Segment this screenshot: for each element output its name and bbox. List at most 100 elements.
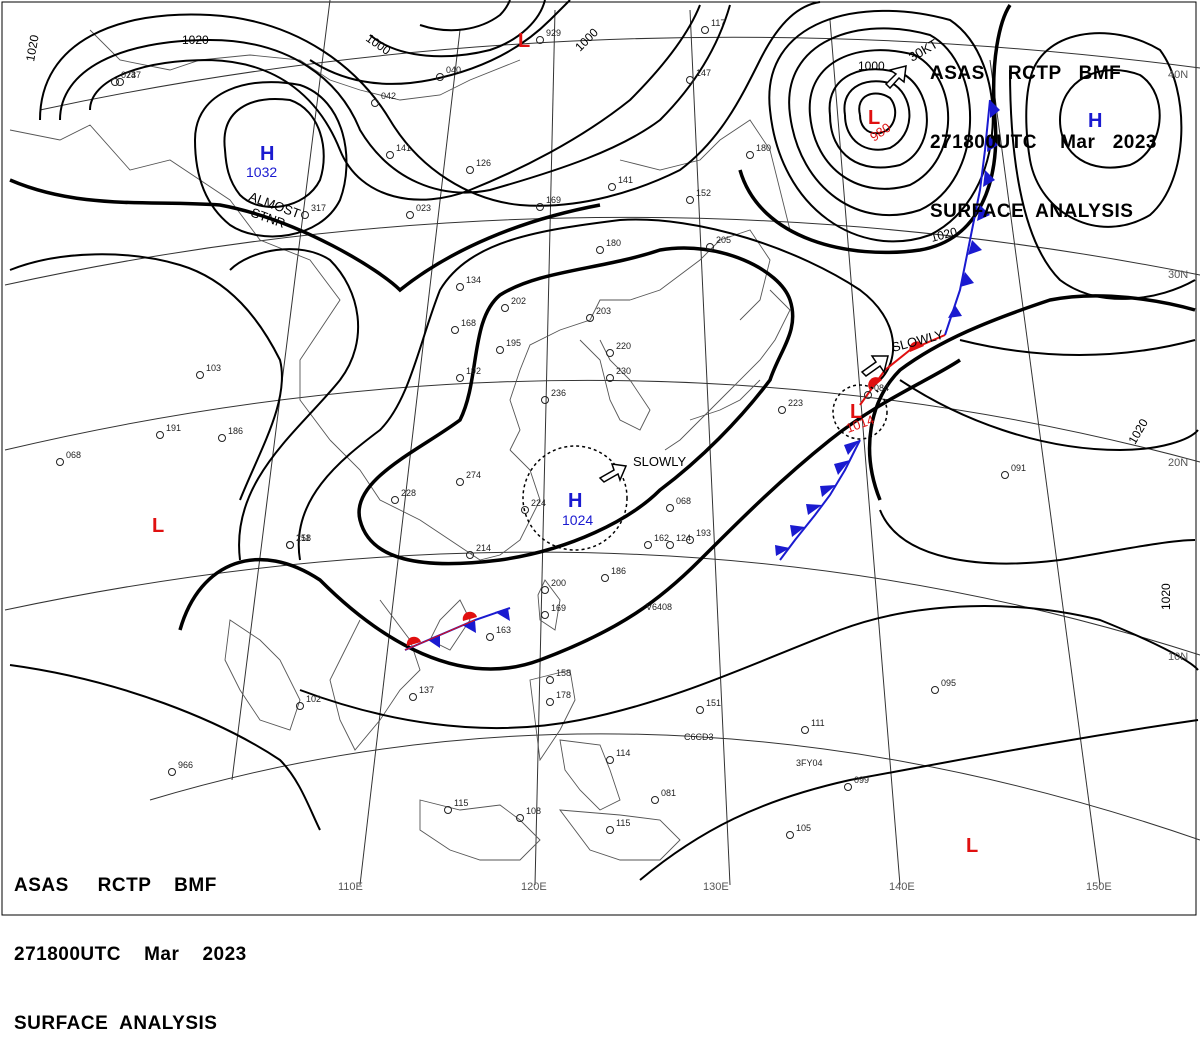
station-pressure: 081 — [661, 788, 676, 798]
station-marker — [686, 196, 694, 204]
title-block-bottom: ASAS RCTP BMF 271800UTC Mar 2023 SURFACE… — [14, 828, 247, 1058]
station-marker — [608, 183, 616, 191]
station-marker — [644, 541, 652, 549]
station-marker — [218, 434, 226, 442]
station-pressure: 228 — [401, 488, 416, 498]
station-pressure: 114 — [616, 748, 630, 758]
cold-front — [404, 99, 1000, 651]
title-block-top: ASAS RCTP BMF 271800UTC Mar 2023 SURFACE… — [930, 16, 1157, 246]
low-center: L — [152, 515, 164, 537]
station-marker — [486, 633, 494, 641]
station-pressure: 068 — [676, 496, 691, 506]
ship-id: V6408 — [646, 602, 672, 612]
station-pressure: 073 — [121, 70, 136, 80]
station-pressure: 317 — [311, 203, 326, 213]
movement-arrows — [598, 65, 907, 483]
station-marker — [536, 203, 544, 211]
station-marker — [501, 304, 509, 312]
station-marker — [496, 346, 504, 354]
station-pressure: 929 — [546, 28, 561, 38]
station-pressure: 202 — [511, 296, 526, 306]
station-pressure: 223 — [788, 398, 803, 408]
station-pressure: 151 — [706, 698, 721, 708]
low-center: L — [966, 835, 978, 857]
station-pressure: 193 — [696, 528, 711, 538]
ship-id: C6CD3 — [684, 732, 714, 742]
station-marker — [786, 831, 794, 839]
ship-ids: V6408 C6CD3 3FY04 — [646, 602, 823, 768]
station-pressure: 158 — [556, 668, 571, 678]
station-pressure: 137 — [419, 685, 434, 695]
station-marker — [286, 541, 294, 549]
station-pressure: 023 — [416, 203, 431, 213]
station-pressure: 180 — [756, 143, 771, 153]
station-marker — [586, 314, 594, 322]
station-pressure: 247 — [126, 70, 141, 80]
station-marker — [541, 586, 549, 594]
title-line-1: ASAS RCTP BMF — [14, 875, 217, 896]
station-pressure: 211 — [296, 533, 310, 543]
station-pressure: 099 — [854, 775, 869, 785]
station-marker — [651, 796, 659, 804]
latitude-label: 30N — [1168, 269, 1188, 281]
low-center: L — [850, 401, 862, 423]
station-pressure: 168 — [461, 318, 476, 328]
station-marker — [466, 166, 474, 174]
longitude-label: 110E — [338, 881, 363, 893]
center-circles — [522, 384, 888, 551]
isobar-label: 1000 — [858, 59, 885, 73]
station-marker — [541, 611, 549, 619]
arrow-icon — [860, 355, 889, 377]
station-pressure: 180 — [606, 238, 621, 248]
longitude-label: 120E — [521, 881, 547, 893]
station-pressure: 042 — [381, 91, 396, 101]
station-pressure: 103 — [206, 363, 221, 373]
station-marker — [156, 431, 164, 439]
station-marker — [606, 374, 614, 382]
station-marker — [546, 698, 554, 706]
pressure-centers: H 1032 L 980 H L H 1024 L 1014 L L — [152, 30, 1102, 857]
station-pressure: 126 — [476, 158, 491, 168]
station-marker — [601, 574, 609, 582]
station-marker — [666, 504, 674, 512]
isobar-label: 1020 — [1159, 583, 1173, 610]
station-marker — [606, 349, 614, 357]
high-center: H — [568, 490, 582, 512]
slowly-label: SLOWLY — [633, 454, 687, 469]
station-pressure: 274 — [466, 470, 481, 480]
station-pressure: 141 — [618, 175, 633, 185]
station-pressure: 966 — [178, 760, 193, 770]
station-marker — [409, 693, 417, 701]
coastlines — [9, 29, 791, 861]
station-pressure: 192 — [466, 366, 481, 376]
station-marker — [196, 371, 204, 379]
station-pressure: 105 — [796, 823, 811, 833]
station-marker — [686, 76, 694, 84]
station-marker — [296, 702, 304, 710]
station-marker — [801, 726, 809, 734]
station-marker — [436, 73, 444, 81]
low-center: L — [868, 107, 880, 129]
latitude-label: 20N — [1168, 457, 1188, 469]
station-marker — [451, 326, 459, 334]
station-plots: 247 317 023 141 126 040 042 929 169 141 152 180 205 1… — [56, 18, 1026, 839]
station-pressure: 158 — [296, 533, 311, 543]
station-marker — [536, 36, 544, 44]
station-pressure: 108 — [526, 806, 541, 816]
station-marker — [666, 541, 674, 549]
title-line-3: SURFACE ANALYSIS — [14, 1013, 218, 1034]
station-pressure: 205 — [716, 235, 731, 245]
latitude-label: 40N — [1168, 69, 1188, 81]
isobar-label: 1020 — [182, 33, 209, 47]
ship-id: 3FY04 — [796, 758, 823, 768]
station-pressure: 169 — [551, 603, 566, 613]
arrow-icon — [598, 463, 628, 483]
station-marker — [301, 211, 309, 219]
station-marker — [696, 706, 704, 714]
station-marker — [746, 151, 754, 159]
station-marker — [686, 536, 694, 544]
high-center: H — [260, 143, 274, 165]
title-line-2: 271800UTC Mar 2023 — [930, 132, 1157, 153]
station-marker — [168, 768, 176, 776]
station-pressure: 162 — [654, 533, 669, 543]
